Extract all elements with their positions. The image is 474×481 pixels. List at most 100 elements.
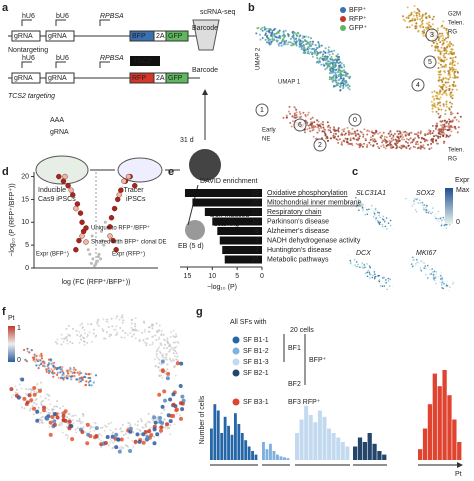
cell-dot <box>366 208 368 211</box>
cell-dot <box>389 220 391 223</box>
cell-dot <box>381 223 384 226</box>
cell-dot <box>339 85 341 88</box>
region-label: RG <box>448 157 457 163</box>
cell-dot <box>335 76 338 79</box>
cell-dot <box>82 336 85 339</box>
cell-dot <box>32 358 36 361</box>
cell-dot <box>172 329 175 332</box>
cell-dot <box>306 48 309 51</box>
cell-dot <box>159 343 162 346</box>
cell-dot <box>436 97 439 100</box>
cell-dot <box>321 58 324 61</box>
cell-dot <box>297 32 300 35</box>
cell-dot <box>61 414 66 419</box>
cell-dot <box>426 204 428 207</box>
cell-dot <box>166 371 171 376</box>
cell-dot <box>66 339 69 342</box>
schematic <box>8 19 462 465</box>
cell-dot <box>33 390 36 393</box>
label: gRNA <box>14 75 33 82</box>
cell-dot <box>172 359 175 362</box>
cell-dot <box>38 364 41 367</box>
label: Nontargeting <box>8 47 48 54</box>
cell-dot <box>147 420 150 423</box>
cell-dot <box>328 60 331 63</box>
cell-dot <box>457 120 460 123</box>
label: BF2 <box>288 381 301 388</box>
cell-dot <box>271 35 274 38</box>
cell-dot <box>258 33 261 36</box>
cell-dot <box>166 337 169 340</box>
cell-dot <box>454 116 457 119</box>
cell-dot <box>387 222 390 224</box>
cell-dot <box>176 355 179 358</box>
cell-dot <box>339 77 342 80</box>
cell-dot <box>376 215 378 217</box>
cell-dot <box>364 266 366 269</box>
cell-dot <box>153 435 155 438</box>
cell-dot <box>40 352 43 355</box>
cell-dot <box>159 432 162 435</box>
cell-dot <box>309 40 312 43</box>
cell-dot <box>42 364 45 367</box>
cell-dot <box>179 361 184 366</box>
cell-dot <box>73 366 76 369</box>
cell-dot <box>335 129 338 132</box>
cell-dot <box>301 37 304 40</box>
cell-dot <box>145 337 148 340</box>
cell-dot <box>66 437 69 439</box>
cell-dot <box>335 83 338 86</box>
cell-dot <box>390 137 393 140</box>
cell-dot <box>169 433 172 436</box>
cell-dot <box>429 269 432 271</box>
cell-dot <box>454 60 456 63</box>
bar <box>227 425 230 460</box>
cell-dot <box>173 341 175 344</box>
cell-dot <box>273 29 275 31</box>
bar <box>317 410 322 460</box>
cell-dot <box>347 201 349 204</box>
legend-swatch <box>232 336 240 344</box>
cell-dot <box>261 29 264 32</box>
cell-dot <box>440 271 442 274</box>
cell-dot <box>335 81 338 84</box>
cell-dot <box>435 217 437 220</box>
cell-dot <box>145 344 148 347</box>
cell-dot <box>159 374 162 377</box>
cell-dot <box>448 87 451 90</box>
cell-dot <box>442 105 445 107</box>
cell-dot <box>51 411 54 413</box>
cell-dot <box>442 37 445 40</box>
cell-dot <box>311 124 314 127</box>
cell-dot <box>62 371 65 375</box>
cell-dot <box>403 138 405 141</box>
cell-dot <box>439 273 442 276</box>
point <box>121 178 127 184</box>
cell-dot <box>388 142 391 145</box>
cell-dot <box>151 324 154 327</box>
cell-dot <box>159 428 163 433</box>
cell-dot <box>395 140 398 143</box>
cell-dot <box>102 318 105 321</box>
cell-dot <box>302 111 305 114</box>
cell-dot <box>433 102 436 105</box>
cell-dot <box>304 114 307 116</box>
cell-dot <box>405 197 407 200</box>
cell-dot <box>346 138 349 141</box>
cell-dot <box>367 210 369 213</box>
cell-dot <box>394 138 397 141</box>
cell-dot <box>442 103 445 106</box>
cell-dot <box>373 133 376 136</box>
cell-dot <box>326 139 329 142</box>
cell-dot <box>117 449 122 454</box>
cell-dot <box>449 134 452 137</box>
cell-dot <box>447 36 449 39</box>
cell-dot <box>40 354 43 357</box>
cell-dot <box>341 70 344 73</box>
cell-dot <box>334 74 337 77</box>
cell-dot <box>131 439 134 442</box>
cell-dot <box>445 94 448 97</box>
cell-dot <box>31 356 34 359</box>
cell-dot <box>20 377 25 382</box>
cell-dot <box>451 59 454 62</box>
